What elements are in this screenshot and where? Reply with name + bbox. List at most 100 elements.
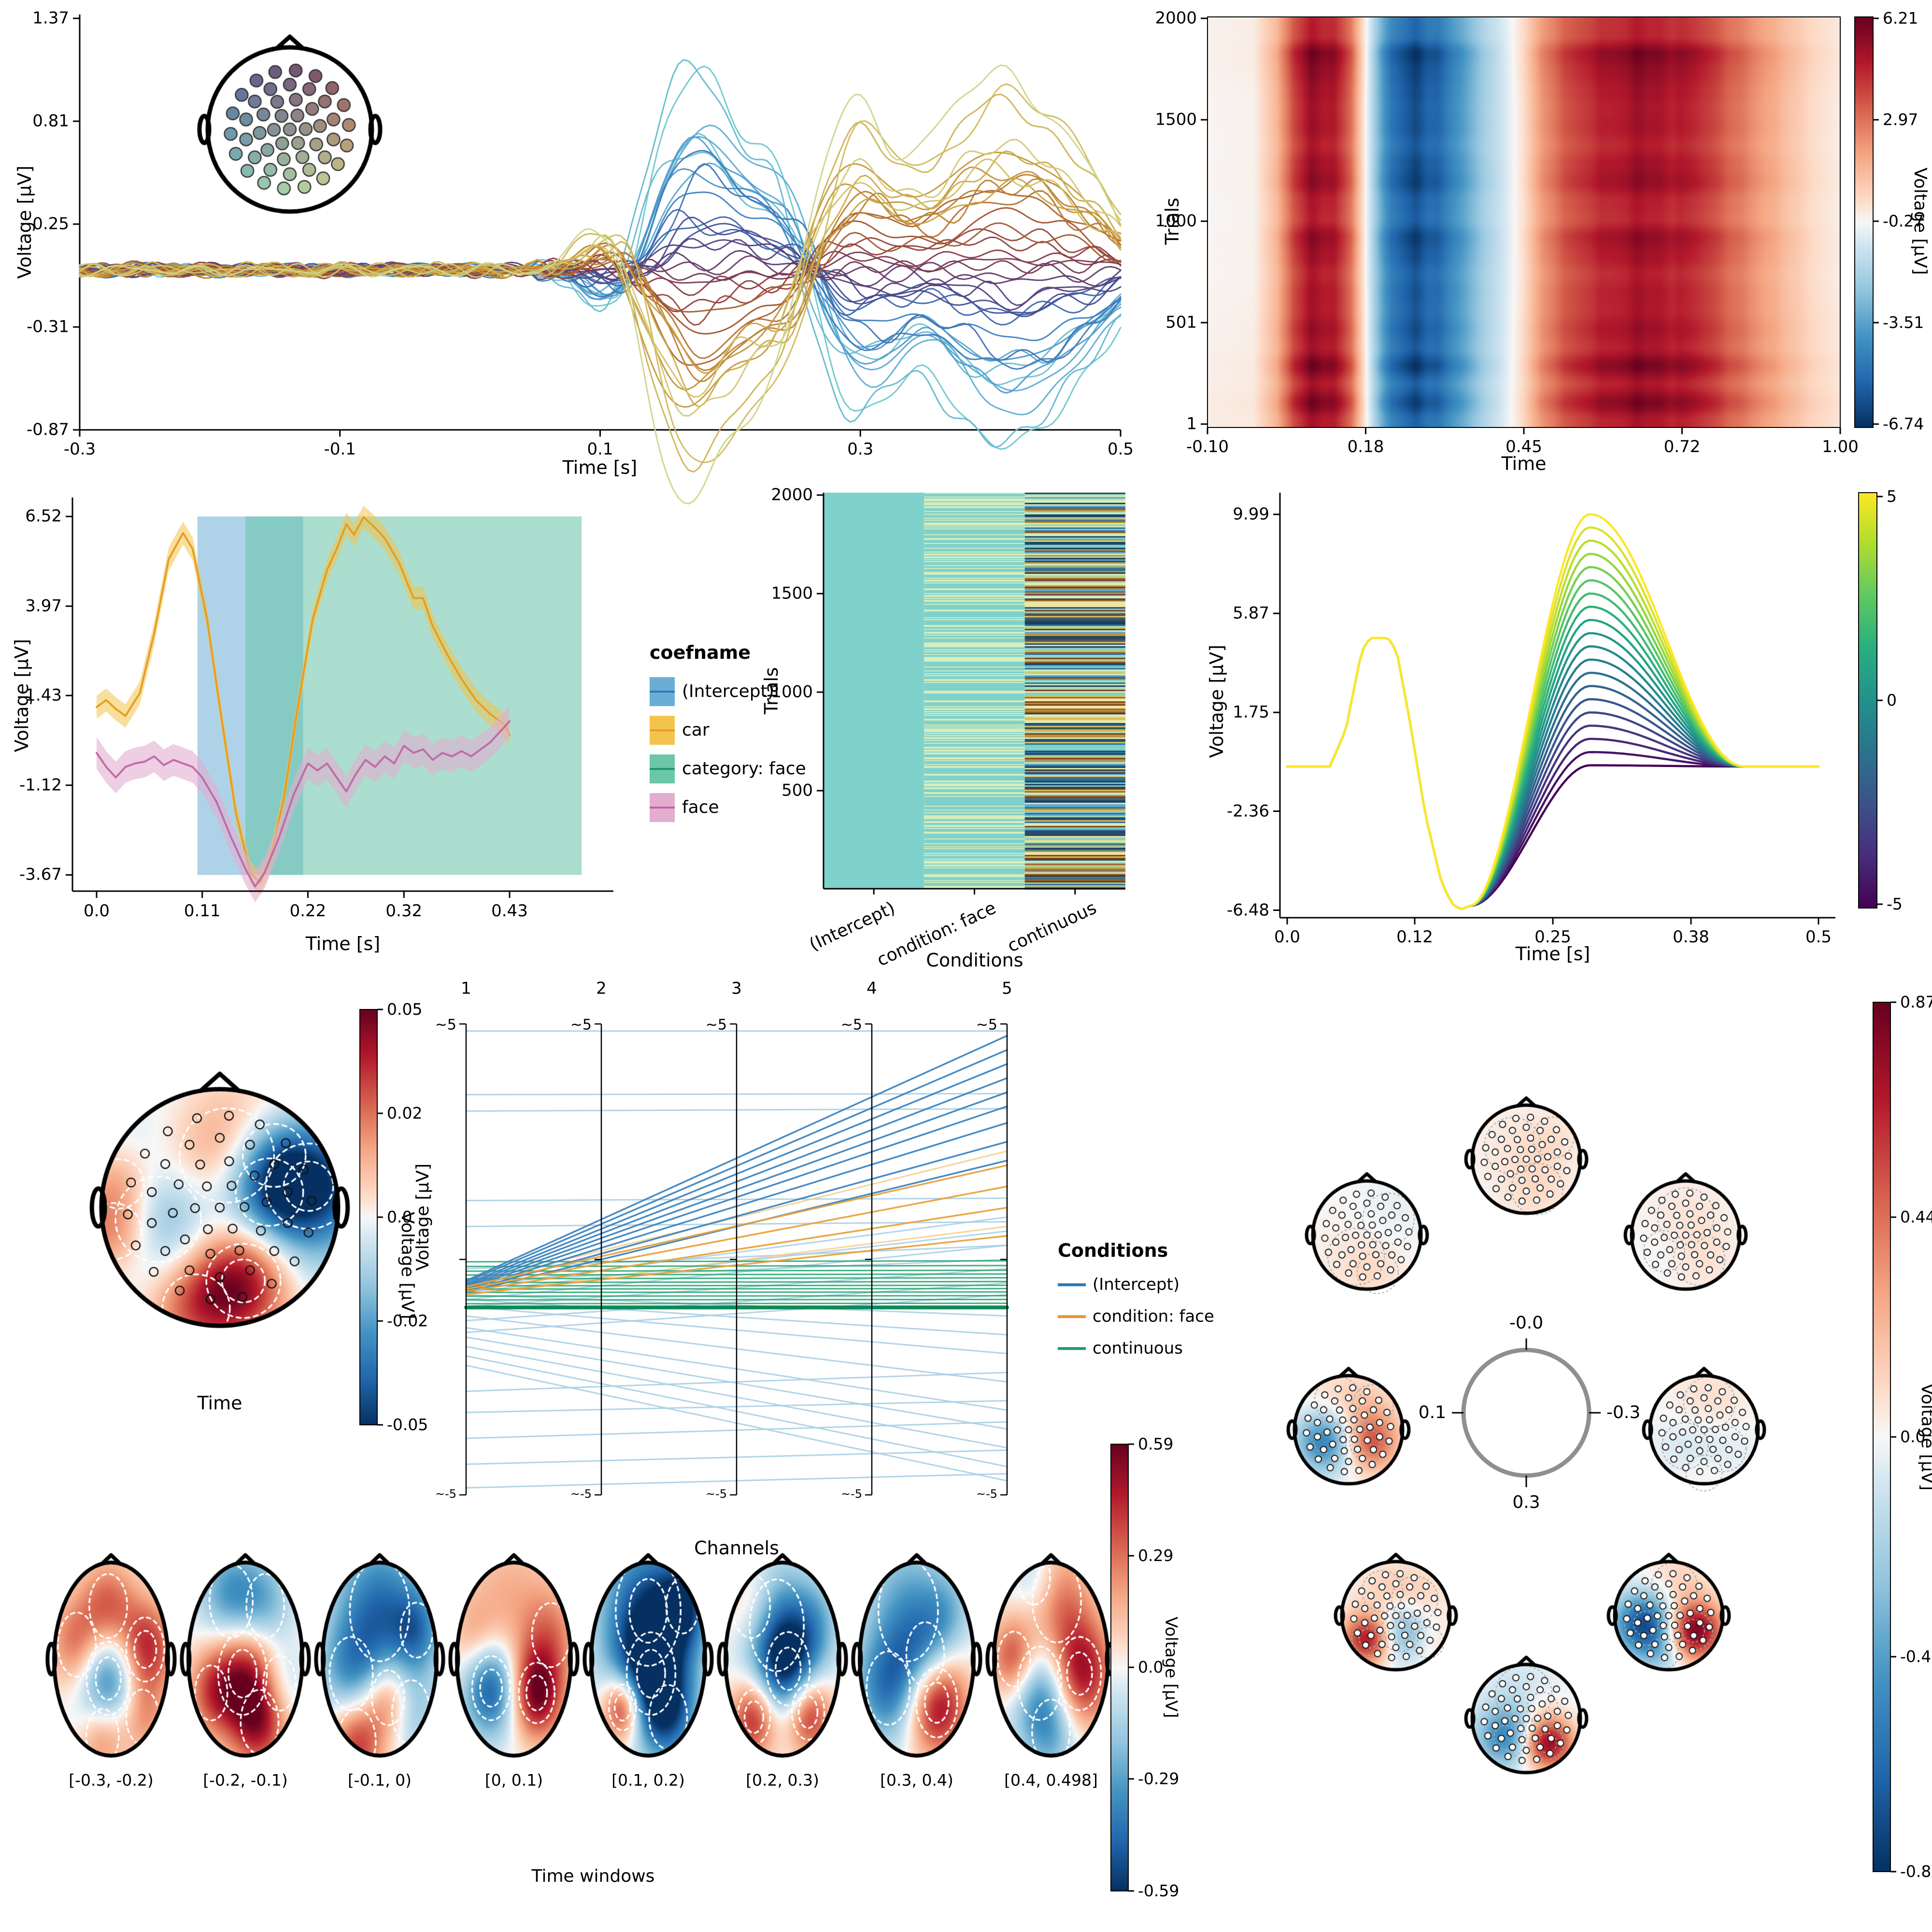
erpimage-xtick: 0.18 xyxy=(1347,437,1384,456)
continuous-ytick: 1.75 xyxy=(1233,702,1269,722)
topoplot-cbar-tick: -0.02 xyxy=(387,1311,428,1330)
series-cbar-tick: 0.59 xyxy=(1138,1434,1174,1453)
topoplot-cbar-tick: 0.02 xyxy=(387,1103,423,1122)
parallel-axis-number: 3 xyxy=(731,979,742,998)
series-cbar-tick: -0.59 xyxy=(1138,1881,1179,1900)
series-window-label: [-0.1, 0) xyxy=(347,1771,412,1790)
topoplot-cbar-tick: -0.05 xyxy=(387,1415,428,1434)
coef-legend-line xyxy=(650,807,675,809)
coef-xtick: 0.0 xyxy=(83,901,110,921)
series-cbar-tick: 0.0 xyxy=(1138,1657,1164,1676)
circular-cbar-tick: 0.87 xyxy=(1900,992,1932,1011)
circular-cbar-tick: -0.87 xyxy=(1900,1861,1932,1881)
erpimage-ytick: 1000 xyxy=(1155,211,1197,231)
continuous-ytick: -6.48 xyxy=(1227,900,1269,920)
series-window-label: [0.3, 0.4) xyxy=(880,1771,953,1790)
butterfly-ytick: 1.37 xyxy=(32,8,69,28)
butterfly-ytick: 0.25 xyxy=(32,214,69,234)
erpimage-cbar-tick: 6.21 xyxy=(1883,8,1918,28)
parallel-axis-number: 2 xyxy=(596,979,607,998)
series-window-label: [-0.3, -0.2) xyxy=(69,1771,154,1790)
continuous-ytick: 5.87 xyxy=(1233,603,1269,623)
erpimage-xtick: -0.10 xyxy=(1186,437,1229,456)
continuous-xtick: 0.5 xyxy=(1805,927,1832,947)
coef-legend-line xyxy=(650,729,675,731)
design-xlabel: Conditions xyxy=(926,950,1023,971)
parallel-axis-top: ~5 xyxy=(705,1016,727,1034)
parallel-legend-item: condition: face xyxy=(1093,1307,1214,1326)
parallel-legend-line xyxy=(1058,1347,1086,1350)
circular-label-left: 0.1 xyxy=(1418,1403,1446,1423)
parallel-axis-top: ~5 xyxy=(570,1016,592,1034)
coef-ytick: 3.97 xyxy=(25,596,62,616)
topoplot-time-label: Time xyxy=(197,1392,242,1414)
series-xlabel: Time windows xyxy=(531,1866,655,1886)
continuous-ytick: -2.36 xyxy=(1227,801,1269,821)
coef-ytick: 6.52 xyxy=(25,506,62,526)
butterfly-xtick: 0.5 xyxy=(1107,440,1134,459)
continuous-cbar-tick: -5 xyxy=(1887,894,1903,913)
circular-cbar-tick: -0.44 xyxy=(1900,1647,1932,1666)
design-ytick: 2000 xyxy=(771,485,813,505)
coef-legend-line xyxy=(650,691,675,693)
parallel-legend-line xyxy=(1058,1283,1086,1286)
parallel-legend-item: (Intercept) xyxy=(1093,1275,1180,1294)
parallel-axis-number: 4 xyxy=(867,979,877,998)
coef-legend-item: category: face xyxy=(682,759,806,779)
erpimage-ytick: 501 xyxy=(1165,313,1197,332)
parallel-axis-number: 1 xyxy=(461,979,471,998)
parallel-axis-bottom: ~-5 xyxy=(840,1487,862,1501)
butterfly-xtick: -0.1 xyxy=(324,440,356,459)
sig-window xyxy=(245,516,582,875)
erpimage-ytick: 2000 xyxy=(1155,8,1197,28)
design-ytick: 1000 xyxy=(771,682,813,702)
parallel-legend-line xyxy=(1058,1315,1086,1318)
coef-xtick: 0.11 xyxy=(184,901,221,921)
erpimage-xlabel: Time xyxy=(1501,453,1547,474)
series-colorbar-label: Voltage [µV] xyxy=(1161,1617,1181,1718)
continuous-xtick: 0.25 xyxy=(1534,927,1571,947)
continuous-ylabel: Voltage [µV] xyxy=(1206,644,1228,758)
coef-legend-item: face xyxy=(682,797,719,818)
coef-ytick: -3.67 xyxy=(19,865,62,884)
parallel-legend-title: Conditions xyxy=(1058,1240,1168,1262)
erpimage-xtick: 0.45 xyxy=(1506,437,1542,456)
butterfly-ytick: 0.81 xyxy=(32,111,69,131)
coef-legend-title: coefname xyxy=(650,642,751,664)
continuous-xtick: 0.0 xyxy=(1274,927,1301,947)
series-cbar-tick: -0.29 xyxy=(1138,1769,1179,1788)
butterfly-ytick: -0.31 xyxy=(27,317,69,337)
erpimage-cbar-tick: -3.51 xyxy=(1883,313,1924,332)
design-ytick: 1500 xyxy=(771,583,813,603)
continuous-xlabel: Time [s] xyxy=(1515,943,1591,965)
erpimage-ytick: 1500 xyxy=(1155,110,1197,129)
circular-label-bottom: 0.3 xyxy=(1512,1492,1540,1512)
circular-cbar-tick: 0.0 xyxy=(1900,1427,1926,1446)
butterfly-xtick: -0.3 xyxy=(63,440,96,459)
erpimage-xtick: 0.72 xyxy=(1663,437,1701,456)
erpimage-cbar-tick: -0.27 xyxy=(1883,211,1924,230)
parallel-axis-bottom: ~-5 xyxy=(570,1487,592,1501)
erpimage-ytick: 1 xyxy=(1186,414,1197,434)
coef-xtick: 0.22 xyxy=(289,901,327,921)
parallel-xlabel: Channels xyxy=(694,1537,779,1559)
parallel-legend-item: continuous xyxy=(1093,1338,1183,1358)
parallel-axis-bottom: ~-5 xyxy=(705,1487,727,1501)
coef-legend-item: car xyxy=(682,720,710,740)
butterfly-ytick: -0.87 xyxy=(27,420,69,440)
circular-cbar-tick: 0.44 xyxy=(1900,1207,1932,1226)
parallel-axis-bottom: ~-5 xyxy=(435,1487,456,1501)
butterfly-xtick: 0.3 xyxy=(847,440,874,459)
coef-xtick: 0.32 xyxy=(385,901,423,921)
continuous-ytick: 9.99 xyxy=(1233,504,1269,524)
butterfly-xtick: 0.1 xyxy=(587,440,613,459)
design-ytick: 500 xyxy=(781,781,813,800)
coef-legend-line xyxy=(650,768,675,770)
parallel-axis-number: 5 xyxy=(1002,979,1012,998)
parallel-axis-top: ~5 xyxy=(840,1016,862,1034)
coef-xlabel: Time [s] xyxy=(305,933,381,954)
continuous-xtick: 0.12 xyxy=(1396,927,1433,947)
